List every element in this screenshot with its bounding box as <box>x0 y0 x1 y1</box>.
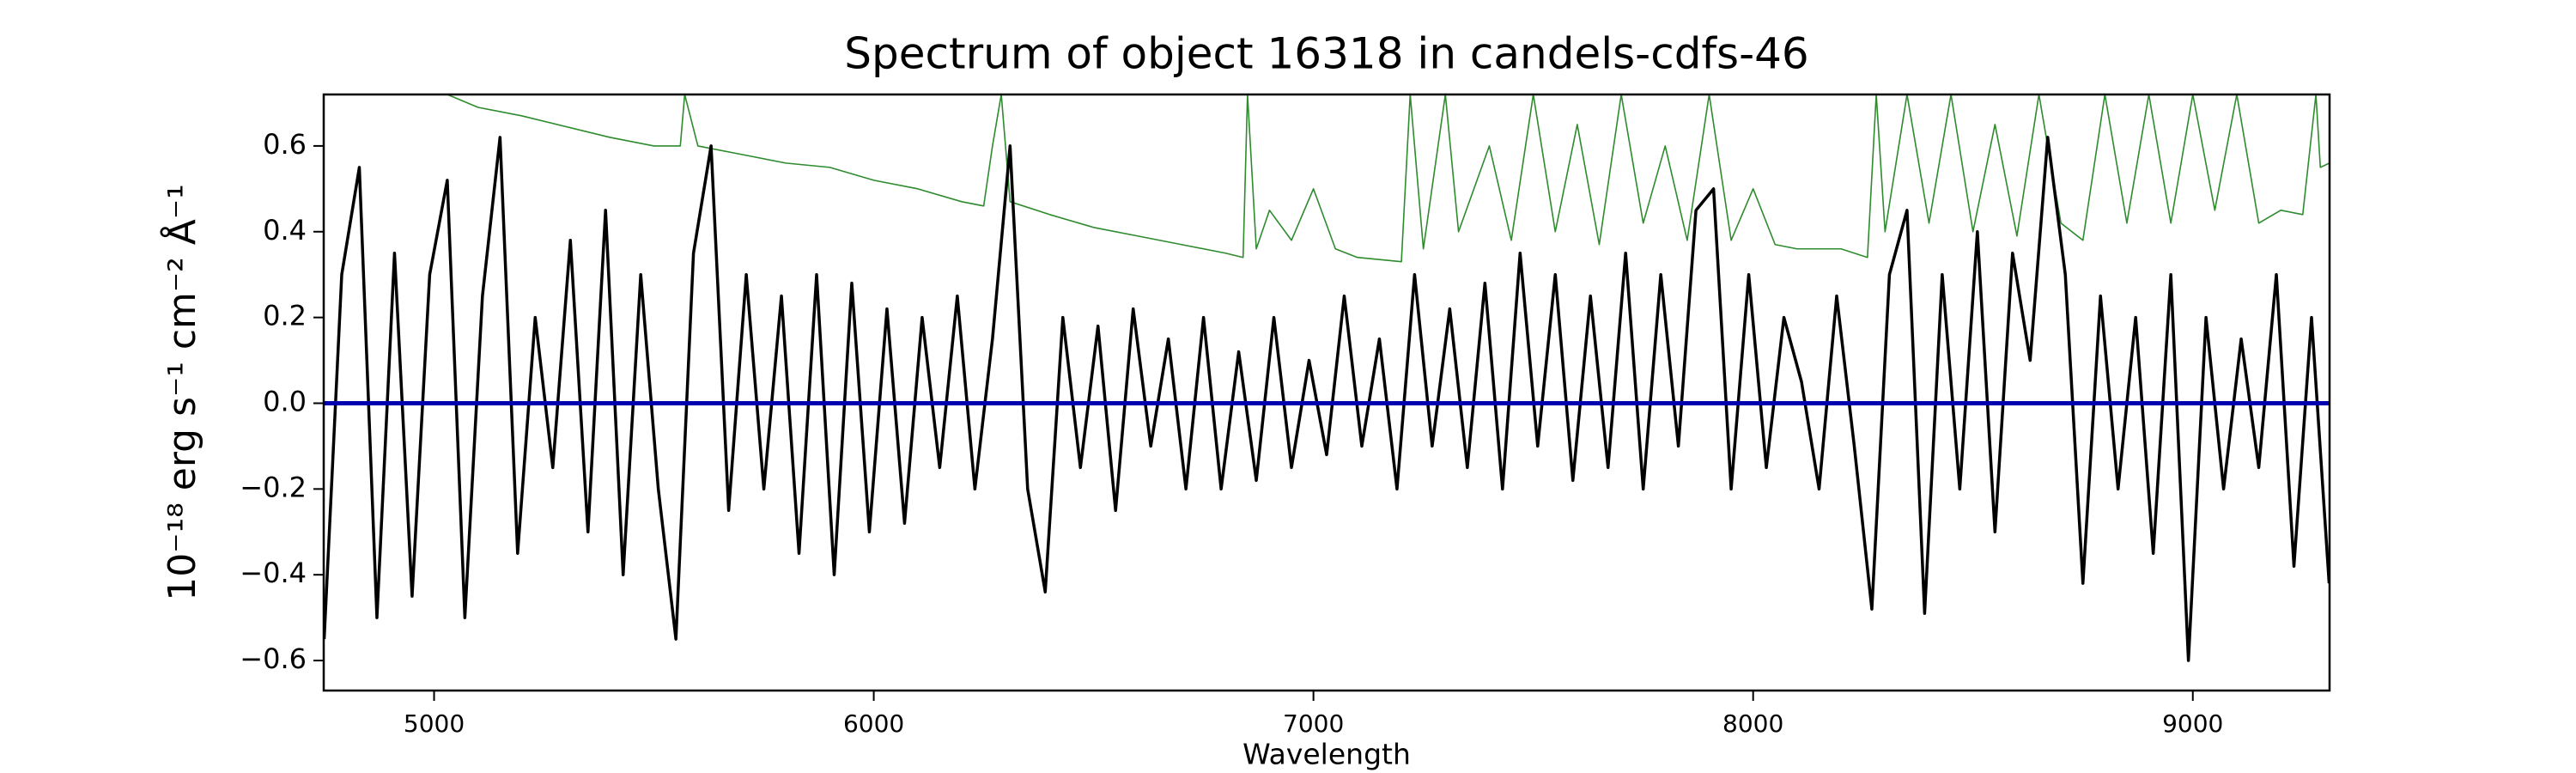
y-tick-label: 0.6 <box>263 128 307 161</box>
x-tick-label: 9000 <box>2162 709 2223 738</box>
y-tick-label: −0.4 <box>240 557 307 589</box>
x-axis-label: Wavelength <box>1242 738 1411 771</box>
plot-frame <box>322 93 2331 692</box>
y-tick-label: −0.6 <box>240 642 307 675</box>
x-tick-label: 5000 <box>404 709 465 738</box>
y-tick-label: 0.0 <box>263 385 307 417</box>
spectrum-line <box>447 94 2330 263</box>
x-tick-label: 7000 <box>1283 709 1344 738</box>
y-axis-label: 10⁻¹⁸ erg s⁻¹ cm⁻² Å⁻¹ <box>159 184 204 600</box>
plot-area <box>324 94 2330 662</box>
spectrum-line <box>324 136 2330 662</box>
x-tick-label: 6000 <box>843 709 904 738</box>
y-tick-label: 0.2 <box>263 300 307 332</box>
y-tick-label: 0.4 <box>263 214 307 247</box>
chart-title: Spectrum of object 16318 in candels-cdfs… <box>844 29 1809 79</box>
y-tick-label: −0.2 <box>240 471 307 503</box>
x-tick-label: 8000 <box>1722 709 1783 738</box>
